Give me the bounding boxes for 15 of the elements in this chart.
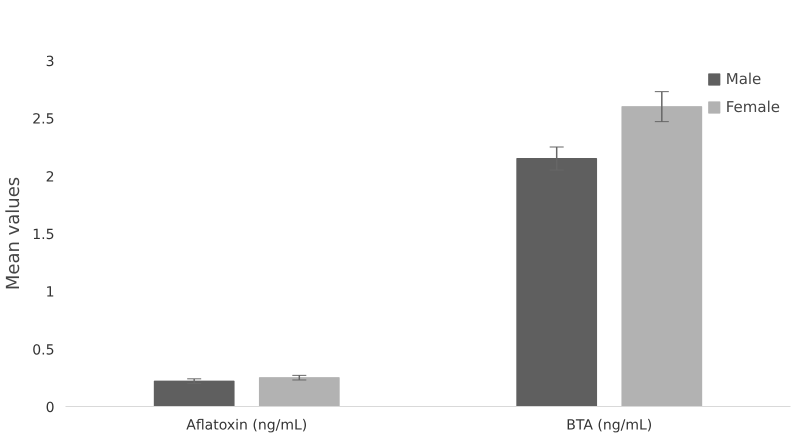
x-tick-label: Aflatoxin (ng/mL) [186,418,308,434]
y-tick-label: 0 [46,400,55,416]
y-tick-label: 2.5 [32,112,54,128]
y-tick-label: 0.5 [32,342,54,358]
y-axis-title: Mean values [3,176,24,290]
y-tick-label: 3 [46,54,55,70]
bar [258,377,340,406]
legend-label: Male [726,70,762,88]
bar [621,106,702,406]
y-tick-label: 1 [46,284,55,301]
bar [154,380,235,406]
y-tick-label: 2 [46,169,55,186]
x-tick-label: BTA (ng/mL) [566,418,652,434]
legend-label: Female [726,98,780,116]
y-tick-label: 1.5 [32,227,54,243]
